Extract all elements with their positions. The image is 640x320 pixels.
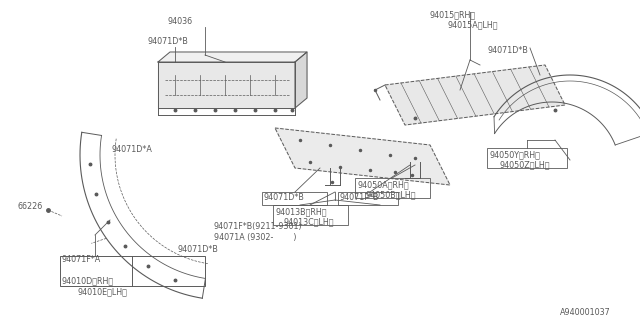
Bar — [262, 192, 327, 205]
Text: 94015〈RH〉: 94015〈RH〉 — [430, 10, 476, 19]
Text: 94071D*B: 94071D*B — [178, 245, 219, 254]
Bar — [355, 178, 430, 198]
Text: 94050Z〈LH〉: 94050Z〈LH〉 — [500, 160, 550, 169]
Text: 94036: 94036 — [168, 17, 193, 26]
Text: 66226: 66226 — [18, 202, 44, 211]
Bar — [487, 148, 567, 168]
Polygon shape — [385, 65, 565, 125]
Text: 94071D*B: 94071D*B — [148, 37, 189, 46]
Text: 94050Y〈RH〉: 94050Y〈RH〉 — [489, 150, 540, 159]
Text: 94015A〈LH〉: 94015A〈LH〉 — [447, 20, 497, 29]
Polygon shape — [158, 52, 307, 62]
Polygon shape — [158, 62, 295, 108]
Text: 94071F*B(9211-9301): 94071F*B(9211-9301) — [214, 222, 303, 231]
Text: 94071A (9302-        ): 94071A (9302- ) — [214, 233, 296, 242]
Text: 94071F*A: 94071F*A — [62, 255, 101, 264]
Text: 94013B〈RH〉: 94013B〈RH〉 — [275, 207, 326, 216]
Polygon shape — [295, 52, 307, 108]
Text: 94071D*A: 94071D*A — [112, 145, 153, 154]
Text: 94050A〈RH〉: 94050A〈RH〉 — [357, 180, 408, 189]
Text: 94071D*B: 94071D*B — [264, 193, 305, 202]
Bar — [60, 256, 205, 286]
Bar — [338, 192, 398, 205]
Polygon shape — [275, 128, 450, 185]
Text: 94050B〈LH〉: 94050B〈LH〉 — [365, 190, 415, 199]
Text: A940001037: A940001037 — [560, 308, 611, 317]
Text: 94010D〈RH〉: 94010D〈RH〉 — [62, 276, 114, 285]
Text: 94013C〈LH〉: 94013C〈LH〉 — [283, 217, 333, 226]
Text: 94010E〈LH〉: 94010E〈LH〉 — [78, 287, 128, 296]
Bar — [273, 205, 348, 225]
Text: 94071D*B: 94071D*B — [487, 46, 528, 55]
Text: 94071P*B: 94071P*B — [340, 193, 380, 202]
